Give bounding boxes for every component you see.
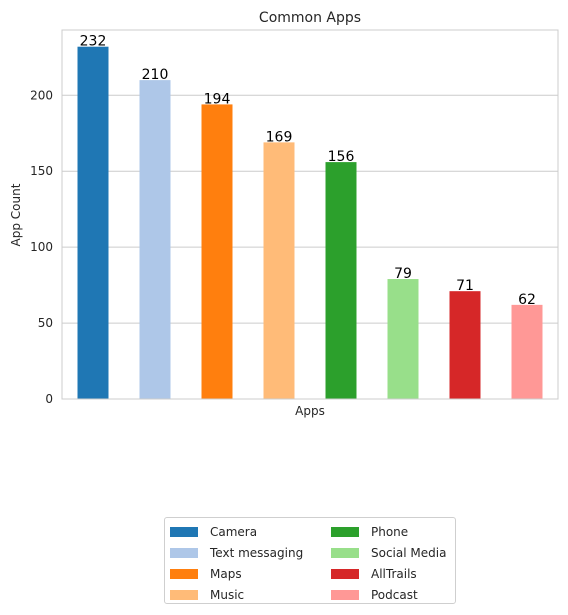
legend: Camera Text messaging Maps Music Phone Social… — [164, 517, 456, 604]
bar-value-label: 156 — [328, 149, 355, 165]
bar-text-messaging — [139, 80, 171, 399]
y-tick-label: 200 — [30, 88, 53, 102]
x-axis-label: Apps — [295, 404, 325, 418]
legend-label: Podcast — [371, 587, 418, 602]
bar-value-label: 210 — [142, 67, 169, 83]
y-axis-ticks: 0 50 100 150 200 — [30, 88, 53, 406]
gridlines — [62, 94, 558, 400]
bar-podcast — [511, 304, 543, 399]
legend-swatch — [331, 526, 359, 537]
y-tick-label: 150 — [30, 164, 53, 178]
y-axis-label: App Count — [9, 183, 23, 246]
bar-value-label: 79 — [394, 266, 412, 282]
legend-entry: Podcast — [331, 584, 451, 605]
legend-label: Social Media — [371, 545, 447, 560]
bar-value-label: 71 — [456, 278, 474, 294]
legend-swatch — [170, 547, 198, 558]
bar-value-labels: 232 210 194 169 156 79 71 62 — [80, 34, 536, 308]
bar-value-label: 62 — [518, 292, 536, 308]
legend-label: Music — [210, 587, 245, 602]
bar-music — [263, 142, 295, 400]
y-tick-label: 50 — [38, 316, 53, 330]
bar-camera — [77, 46, 109, 399]
legend-entry: Social Media — [331, 542, 451, 563]
legend-entry: Phone — [331, 521, 451, 542]
legend-label: Text messaging — [210, 545, 304, 560]
bar-alltrails — [449, 291, 481, 399]
legend-swatch — [170, 568, 198, 579]
legend-label: AllTrails — [371, 566, 417, 581]
legend-swatch — [170, 526, 198, 537]
bars — [77, 46, 543, 400]
legend-entry: Camera — [170, 521, 331, 542]
legend-swatch — [331, 589, 359, 600]
bar-value-label: 194 — [204, 91, 231, 107]
plot-frame — [61, 29, 559, 400]
bar-value-label: 169 — [266, 129, 293, 145]
legend-entry: Text messaging — [170, 542, 331, 563]
legend-label: Maps — [210, 566, 242, 581]
bar-value-label: 232 — [80, 34, 107, 50]
legend-swatch — [331, 547, 359, 558]
legend-swatch — [170, 589, 198, 600]
legend-entry: Music — [170, 584, 331, 605]
y-tick-label: 0 — [45, 392, 53, 406]
y-tick-label: 100 — [30, 240, 53, 254]
bar-phone — [325, 162, 357, 399]
legend-entry: Maps — [170, 563, 331, 584]
bar-maps — [201, 104, 233, 399]
legend-entry: AllTrails — [331, 563, 451, 584]
legend-label: Camera — [210, 524, 258, 539]
legend-swatch — [331, 568, 359, 579]
chart-title: Common Apps — [259, 10, 361, 26]
legend-label: Phone — [371, 524, 409, 539]
bar-social-media — [387, 279, 419, 399]
